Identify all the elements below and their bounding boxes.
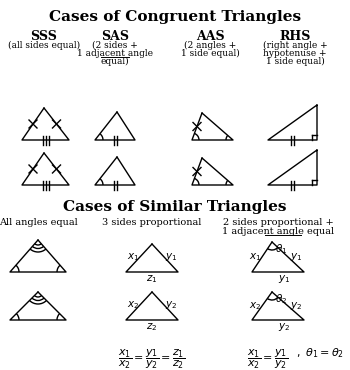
Text: 1 side equal): 1 side equal) bbox=[266, 57, 324, 66]
Text: $x_2$: $x_2$ bbox=[249, 300, 261, 312]
Text: 2 sides proportional +: 2 sides proportional + bbox=[223, 218, 333, 227]
Text: $y_1$: $y_1$ bbox=[290, 251, 302, 263]
Text: $z_2$: $z_2$ bbox=[146, 321, 158, 333]
Text: equal): equal) bbox=[101, 57, 129, 66]
Text: $\theta_1$: $\theta_1$ bbox=[275, 242, 287, 256]
Text: (right angle +: (right angle + bbox=[263, 41, 327, 50]
Text: 1 adjacent angle equal: 1 adjacent angle equal bbox=[222, 227, 334, 236]
Text: $y_1$: $y_1$ bbox=[165, 251, 177, 263]
Text: SAS: SAS bbox=[101, 30, 129, 43]
Text: $y_2$: $y_2$ bbox=[290, 300, 302, 312]
Text: $y_1$: $y_1$ bbox=[278, 273, 290, 285]
Text: $\dfrac{x_1}{x_2} = \dfrac{y_1}{y_2}$: $\dfrac{x_1}{x_2} = \dfrac{y_1}{y_2}$ bbox=[247, 348, 288, 370]
Text: $\theta_2$: $\theta_2$ bbox=[275, 292, 287, 306]
Text: $x_2$: $x_2$ bbox=[127, 299, 139, 311]
Text: $z_1$: $z_1$ bbox=[146, 273, 158, 285]
Text: (all sides equal): (all sides equal) bbox=[8, 41, 80, 50]
Text: RHS: RHS bbox=[279, 30, 311, 43]
Text: (2 angles +: (2 angles + bbox=[184, 41, 236, 50]
Text: AAS: AAS bbox=[196, 30, 224, 43]
Text: $y_2$: $y_2$ bbox=[165, 299, 177, 311]
Text: $,\ \theta_1 = \theta_2$: $,\ \theta_1 = \theta_2$ bbox=[296, 346, 344, 360]
Text: Cases of Congruent Triangles: Cases of Congruent Triangles bbox=[49, 10, 301, 24]
Text: hypotenuse +: hypotenuse + bbox=[263, 49, 327, 58]
Text: $\dfrac{x_1}{x_2} = \dfrac{y_1}{y_2} = \dfrac{z_1}{z_2}$: $\dfrac{x_1}{x_2} = \dfrac{y_1}{y_2} = \… bbox=[118, 348, 186, 370]
Text: 1 adjacent angle: 1 adjacent angle bbox=[77, 49, 153, 58]
Text: $y_2$: $y_2$ bbox=[278, 321, 290, 333]
Text: SSS: SSS bbox=[30, 30, 57, 43]
Text: 3 sides proportional: 3 sides proportional bbox=[102, 218, 202, 227]
Text: All angles equal: All angles equal bbox=[0, 218, 77, 227]
Text: Cases of Similar Triangles: Cases of Similar Triangles bbox=[63, 200, 287, 214]
Text: (2 sides +: (2 sides + bbox=[92, 41, 138, 50]
Text: $x_1$: $x_1$ bbox=[249, 251, 261, 263]
Text: 1 side equal): 1 side equal) bbox=[181, 49, 239, 58]
Text: $x_1$: $x_1$ bbox=[127, 251, 139, 263]
